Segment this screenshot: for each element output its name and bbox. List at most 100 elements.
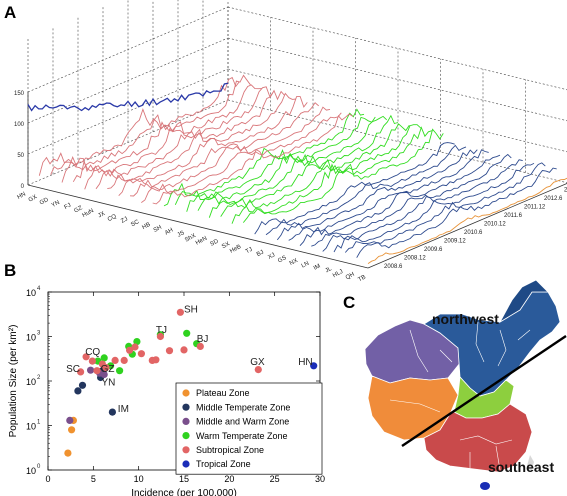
- data-point: [152, 356, 160, 364]
- ridgeline-JX: [107, 96, 308, 190]
- point-annotation: CQ: [85, 347, 100, 358]
- province-label: GX: [28, 194, 38, 203]
- data-point: [254, 366, 262, 374]
- map-region-taiwan: [527, 455, 534, 472]
- data-point: [165, 347, 174, 355]
- ridgeline-HN: [27, 82, 229, 112]
- panel-a-label: A: [4, 3, 16, 22]
- data-point: [68, 426, 76, 434]
- data-point: [66, 416, 74, 424]
- y-tick-label: 10: [26, 288, 36, 298]
- ridgeline-SD: [220, 124, 421, 217]
- province-label: JL: [325, 266, 334, 275]
- ridgeline-TB: [367, 177, 567, 264]
- province-label: GS: [277, 255, 287, 264]
- data-point: [196, 342, 204, 350]
- data-point: [310, 362, 318, 370]
- point-annotation: SC: [66, 364, 80, 375]
- map-label-northwest: northwest: [432, 311, 499, 327]
- y-tick-exponent: 4: [37, 286, 41, 292]
- ridgeline-GZ: [84, 89, 286, 190]
- data-point: [100, 370, 108, 379]
- legend-box: [175, 382, 323, 475]
- ridgeline-TJ: [254, 142, 455, 235]
- ridgeline-HeN: [208, 123, 410, 218]
- province-label: FJ: [64, 203, 73, 211]
- province-label: LN: [301, 261, 311, 270]
- legend-marker: [182, 432, 190, 440]
- province-label: SH: [153, 225, 163, 234]
- data-point: [88, 357, 96, 365]
- ridgeline-GX: [38, 76, 240, 176]
- province-label: NX: [289, 258, 299, 267]
- province-label: HeN: [195, 236, 208, 247]
- province-label: TB: [357, 274, 367, 283]
- data-point: [183, 329, 191, 337]
- ridgeline-AH: [174, 116, 376, 205]
- x-tick-label: 30: [315, 474, 325, 484]
- data-point: [93, 367, 101, 375]
- time-label: 2008.12: [404, 255, 426, 261]
- point-annotation: YN: [102, 377, 116, 388]
- province-label: JX: [97, 211, 106, 220]
- legend-entry: Plateau Zone: [196, 388, 250, 398]
- map-divide-line: [401, 335, 567, 447]
- time-label: 2012.12: [564, 187, 567, 193]
- axis-province: [27, 184, 369, 269]
- data-point: [137, 350, 145, 358]
- data-point: [126, 346, 134, 354]
- ridgeline-GS: [288, 149, 489, 241]
- province-label: QH: [345, 272, 356, 282]
- province-label: CQ: [107, 213, 118, 223]
- province-label: TJ: [245, 247, 254, 255]
- ridgeline-HB: [152, 113, 353, 205]
- legend-entry: Tropical Zone: [196, 459, 251, 469]
- time-label: 2012.6: [544, 196, 563, 202]
- time-label: 2009.6: [424, 247, 443, 253]
- time-label: 2011.6: [504, 213, 523, 219]
- province-label: SC: [130, 219, 141, 229]
- province-label: HB: [141, 222, 151, 231]
- data-point: [133, 338, 141, 346]
- province-label: JS: [177, 230, 186, 239]
- legend-marker: [182, 446, 190, 454]
- legend-marker: [182, 403, 190, 411]
- ridgeline-LN: [311, 153, 512, 247]
- province-label: HLJ: [332, 269, 344, 279]
- x-tick-label: 5: [91, 474, 96, 484]
- data-point: [180, 346, 188, 354]
- y-tick-exponent: 3: [37, 331, 41, 337]
- y-tick-exponent: 2: [37, 375, 41, 381]
- time-label: 2010.12: [484, 221, 506, 227]
- legend-marker: [182, 460, 190, 468]
- time-label: 2011.12: [524, 204, 546, 210]
- panel-c-label: C: [343, 293, 355, 312]
- axis-time: [367, 182, 567, 269]
- point-annotation: HN: [298, 357, 312, 368]
- ridgeline-ShX: [197, 114, 399, 211]
- y-tick-label: 10: [26, 333, 36, 343]
- point-annotation: GZ: [101, 364, 115, 375]
- data-point: [176, 308, 184, 316]
- data-point: [100, 354, 108, 362]
- legend-entry: Warm Temperate Zone: [196, 431, 288, 441]
- data-point: [120, 356, 128, 364]
- data-point: [116, 367, 124, 375]
- province-label: ShX: [184, 233, 197, 244]
- data-point: [108, 408, 116, 416]
- ridgeline-SX: [231, 126, 433, 224]
- ridgeline-GD: [50, 74, 252, 175]
- time-label: 2008.6: [384, 264, 403, 270]
- province-label: BJ: [256, 250, 265, 259]
- ridgeline-QH: [356, 167, 557, 258]
- y-axis-title: Population Size (per km²): [8, 325, 19, 438]
- ridgeline-SH: [163, 108, 365, 207]
- panel-b-label: B: [4, 261, 16, 280]
- z-tick-label: 150: [14, 91, 25, 97]
- z-tick-label: 50: [17, 153, 24, 159]
- ridgeline-JS: [186, 115, 388, 212]
- z-tick-label: 0: [21, 184, 25, 190]
- province-label: HeB: [229, 244, 242, 255]
